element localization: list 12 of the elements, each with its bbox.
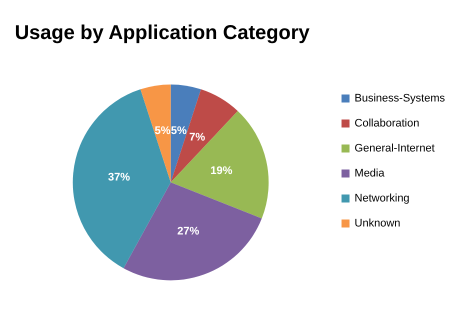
legend-label: Networking [354,192,410,204]
data-label: 5% [154,125,171,138]
legend-label: General-Internet [354,142,435,154]
data-label: 27% [177,225,200,238]
legend-label: Business-Systems [354,92,446,104]
legend-label: Collaboration [354,118,420,130]
data-label: 7% [189,132,206,144]
data-label: 19% [210,165,233,178]
chart-title: Usage by Application Category [14,22,310,44]
data-label: 37% [108,172,130,184]
legend-label: Media [354,168,386,180]
legend-label: Unknown [354,218,400,230]
